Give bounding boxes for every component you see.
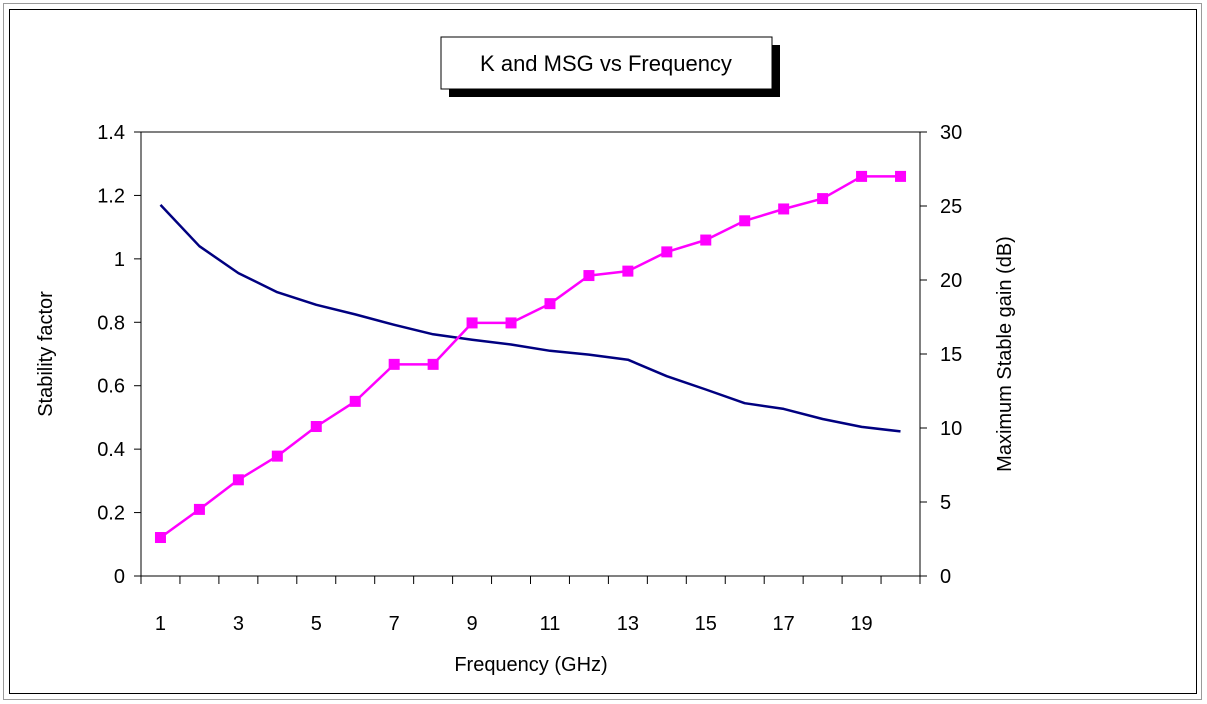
right-y-tick-label: 10 [940, 418, 962, 440]
left-y-tick-label: 0.2 [97, 503, 125, 525]
left-y-tick-label: 0.8 [97, 312, 125, 334]
msg-data-point [232, 474, 244, 486]
chart-area: K and MSG vs Frequency 1 3 5 7 9 11 13 15 17 19 0… [9, 9, 1197, 694]
stability-factor-series-line [159, 204, 901, 433]
outer-frame [3, 3, 1202, 700]
msg-data-point [427, 358, 439, 370]
msg-data-point [661, 246, 673, 258]
x-tick-label: 5 [311, 613, 322, 635]
msg-data-point [310, 421, 322, 433]
msg-data-point [778, 203, 790, 215]
msg-data-point [856, 170, 868, 182]
right-y-tick-label: 30 [940, 122, 962, 144]
left-y-tick-label: 1 [114, 249, 125, 271]
msg-data-point [388, 358, 400, 370]
x-axis-title: Frequency (GHz) [454, 654, 607, 676]
msg-series-line [159, 175, 901, 539]
x-tick-label: 1 [155, 613, 166, 635]
left-y-tick-label: 0 [114, 566, 125, 588]
title-box-frame [440, 36, 773, 90]
title-box: K and MSG vs Frequency [440, 36, 780, 97]
msg-data-point [505, 317, 517, 329]
msg-data-point [466, 317, 478, 329]
right-y-tick-label: 15 [940, 344, 962, 366]
x-tick-label: 17 [773, 613, 795, 635]
chart-svg: K and MSG vs Frequency 1 3 5 7 9 11 13 15 17 19 0… [35, 36, 1016, 676]
x-tick-label: 7 [389, 613, 400, 635]
chart-title: K and MSG vs Frequency [480, 51, 732, 76]
msg-data-point [193, 503, 205, 515]
series-layer [154, 170, 907, 544]
msg-data-point [349, 395, 361, 407]
right-y-tick-label: 0 [940, 566, 951, 588]
x-tick-label: 3 [233, 613, 244, 635]
msg-data-point [154, 532, 166, 544]
msg-data-point [583, 270, 595, 282]
x-tick-label: 13 [617, 613, 639, 635]
x-tick-label: 9 [467, 613, 478, 635]
plot-area-frame [140, 131, 921, 577]
msg-data-point [739, 215, 751, 227]
msg-data-point [544, 298, 556, 310]
msg-data-point [817, 193, 829, 205]
left-y-axis-title: Stability factor [35, 291, 57, 417]
msg-data-point [622, 265, 634, 277]
x-tick-label: 11 [540, 613, 561, 635]
left-y-axis-ticks: 0 0.2 0.4 0.6 0.8 1 1.2 1.4 [97, 122, 141, 588]
right-y-tick-label: 5 [940, 492, 951, 514]
right-y-axis-title: Maximum Stable gain (dB) [994, 236, 1016, 472]
left-y-tick-label: 1.2 [97, 185, 125, 207]
msg-data-point [895, 170, 907, 182]
right-y-tick-label: 25 [940, 196, 962, 218]
msg-data-point [700, 234, 712, 246]
msg-data-point [271, 450, 283, 462]
right-y-tick-label: 20 [940, 270, 962, 292]
left-y-tick-label: 0.4 [97, 439, 125, 461]
left-y-tick-label: 1.4 [97, 122, 125, 144]
x-tick-label: 15 [695, 613, 717, 635]
right-y-axis-ticks: 0 5 10 15 20 25 30 [920, 122, 962, 588]
x-axis-ticks: 1 3 5 7 9 11 13 15 17 19 [140, 576, 921, 635]
x-tick-label: 19 [850, 613, 872, 635]
left-y-tick-label: 0.6 [97, 376, 125, 398]
